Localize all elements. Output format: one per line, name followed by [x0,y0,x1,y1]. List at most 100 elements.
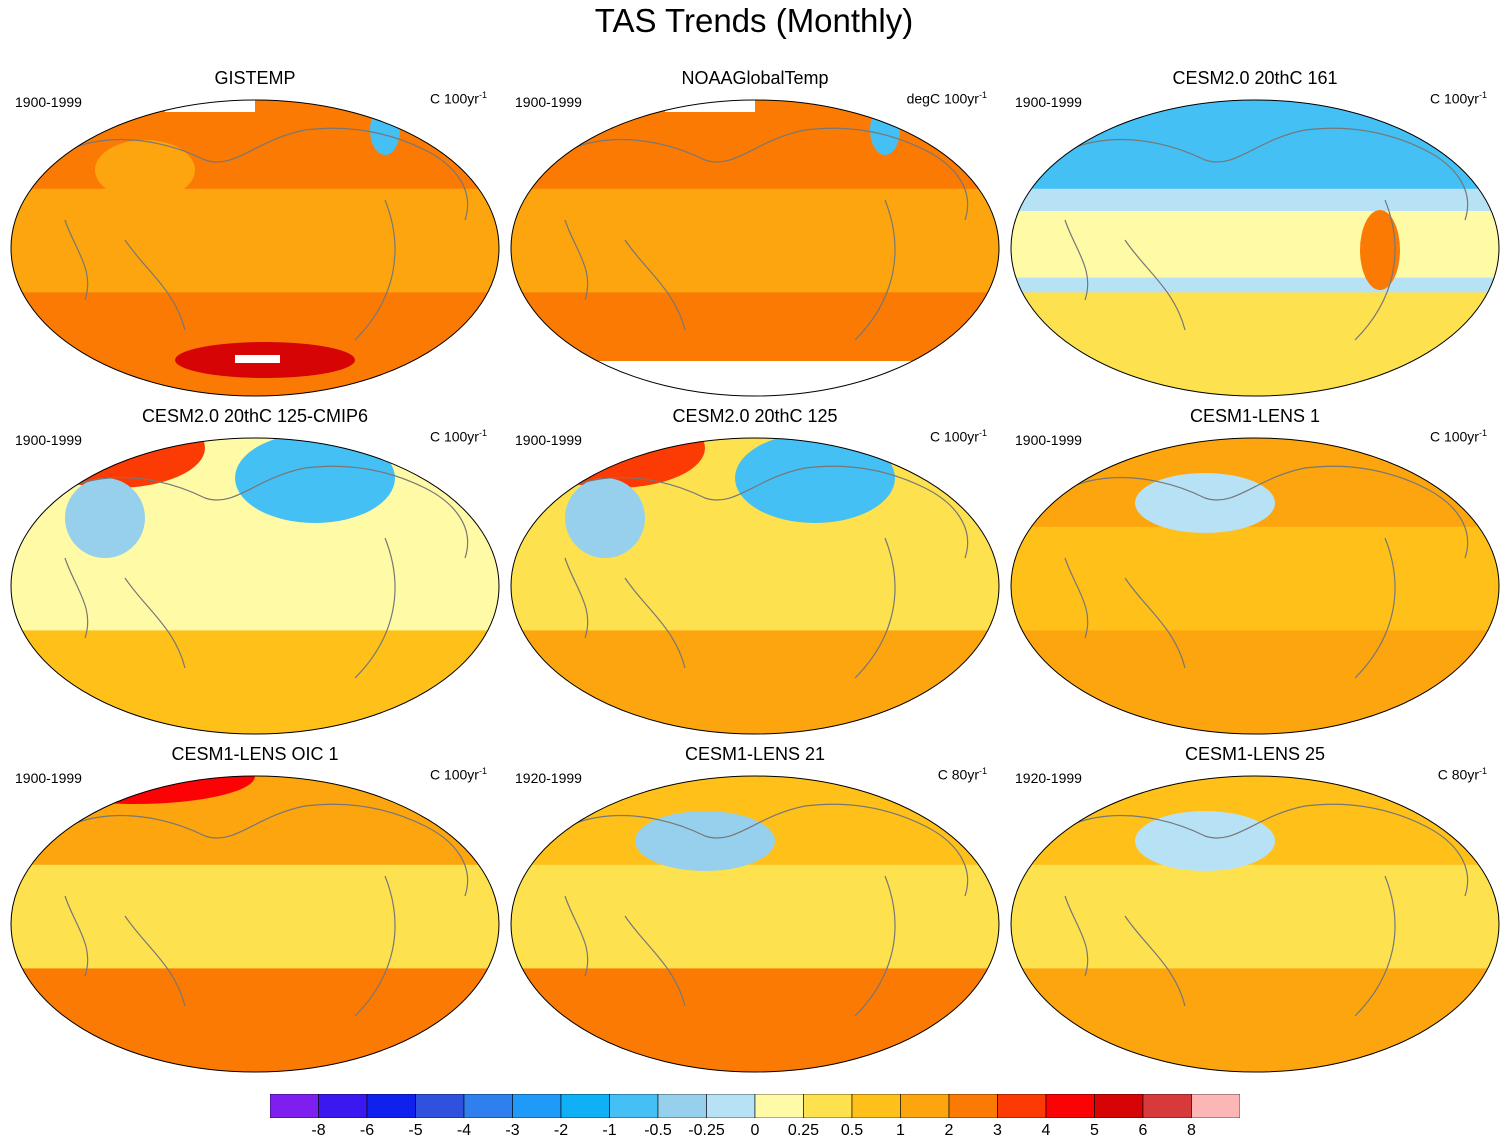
field-south [1011,630,1499,734]
colorbar-tick-label: 3 [993,1122,1002,1139]
coastline [534,127,969,341]
panel-period: 1900-1999 [15,94,82,110]
missing-data [235,355,280,363]
panel-period: 1920-1999 [1015,770,1082,786]
panel-units: C 100yr-1 [1429,428,1487,445]
map-plot [1010,775,1500,1073]
panel-units: C 100yr-1 [1429,90,1487,107]
colorbar-box [1094,1094,1144,1118]
colorbar-tick-label: 2 [944,1122,954,1139]
map-border [10,437,500,735]
colorbar-tick-label: -1 [602,1122,617,1139]
coastline [1034,803,1469,1017]
colorbar [270,1094,1240,1118]
colorbar-box [803,1094,853,1118]
map-plot [510,775,1000,1073]
colorbar-tick-label: 8 [1187,1122,1196,1139]
panel-units: degC 100yr-1 [906,90,987,107]
map-panel: CESM1-LENS OIC 1 1900-1999 C 100yr-1 [5,744,505,1073]
colorbar-box [851,1094,901,1118]
field-tropics [1011,211,1499,278]
panel-period: 1900-1999 [515,432,582,448]
colorbar-box [948,1094,998,1118]
map-panel: CESM1-LENS 25 1920-1999 C 80yr-1 [1005,744,1505,1073]
map-panel: CESM1-LENS 21 1920-1999 C 80yr-1 [505,744,1005,1073]
panel-period: 1900-1999 [1015,432,1082,448]
colorbar-box [1191,1094,1240,1118]
coastline [534,803,969,1017]
map-plot [10,99,500,397]
panel-units: C 100yr-1 [429,90,487,107]
field-n-pacific [1135,811,1275,871]
map-border [510,437,1000,735]
map-plot [10,437,500,735]
field-south [1011,292,1499,396]
map-panel: CESM2.0 20thC 125-CMIP6 1900-1999 C 100yr-… [5,406,505,735]
map-border [1010,775,1500,1073]
map-panel: GISTEMP 1900-1999 C 100yr-1 [5,68,505,397]
panel-title: CESM1-LENS 21 [684,744,826,764]
map-field [11,438,499,734]
field-n-pacific [1135,473,1275,533]
panel-title: CESM2.0 20thC 125-CMIP6 [141,406,369,426]
map-border [510,99,1000,397]
panel-units: C 80yr-1 [1437,766,1487,783]
panel-units: C 100yr-1 [429,428,487,445]
map-field [1011,776,1499,1072]
panel-title: NOAAGlobalTemp [681,68,829,88]
map-field [511,776,999,1072]
map-panel: CESM2.0 20thC 161 1900-1999 C 100yr-1 [1005,68,1505,397]
colorbar-box [318,1094,368,1118]
field-s-america [1360,210,1400,290]
panel-period: 1900-1999 [515,94,582,110]
colorbar-tick-label: -4 [456,1122,472,1139]
panel-title: CESM2.0 20thC 161 [1172,68,1338,88]
field-east-asia [95,140,195,200]
colorbar-box [997,1094,1047,1118]
panel-title: CESM1-LENS OIC 1 [171,744,339,764]
field-n-america [735,438,895,523]
map-border [510,775,1000,1073]
colorbar-tick-label: -0.5 [644,1122,672,1139]
map-border [10,775,500,1073]
colorbar-tick-label: 5 [1090,1122,1099,1139]
colorbar-tick-label: -6 [359,1122,375,1139]
field-n-pacific [635,811,775,871]
colorbar-tick-label: 1 [896,1122,905,1139]
colorbar-tick-label: -0.25 [688,1122,725,1139]
panel-period: 1900-1999 [15,770,82,786]
map-plot [1010,437,1500,735]
panel-period: 1900-1999 [15,432,82,448]
panel-period: 1900-1999 [1015,94,1082,110]
map-border [10,99,500,397]
coastline [34,803,469,1017]
colorbar-tick-label: 6 [1138,1122,1148,1139]
field-south [1011,968,1499,1072]
panel-units: C 100yr-1 [929,428,987,445]
field-south [11,968,499,1072]
panel-period: 1920-1999 [515,770,582,786]
colorbar-tick-label: -8 [311,1122,326,1139]
field-asia [565,478,645,558]
colorbar-tick-label: 4 [1041,1122,1051,1139]
field-south [11,630,499,734]
coastline [34,465,469,679]
map-panel: CESM2.0 20thC 125 1900-1999 C 100yr-1 [505,406,1005,735]
map-panel: NOAAGlobalTemp 1900-1999 degC 100yr-1 [505,68,1005,397]
colorbar-tick-label: -3 [505,1122,520,1139]
coastline [1034,465,1469,679]
colorbar-box [415,1094,465,1118]
figure-title: TAS Trends (Monthly) [594,2,914,39]
missing-data [665,100,755,112]
map-border [1010,99,1500,397]
colorbar-box [754,1094,804,1118]
field-n-atlantic [870,105,900,155]
colorbar-tick-label: 0.5 [840,1122,864,1139]
missing-data [511,361,999,396]
field-south [511,968,999,1072]
panel-title: CESM1-LENS 25 [1184,744,1326,764]
panel-units: C 100yr-1 [429,766,487,783]
map-border [1010,437,1500,735]
panel-title: GISTEMP [214,68,296,88]
field-asia [65,478,145,558]
